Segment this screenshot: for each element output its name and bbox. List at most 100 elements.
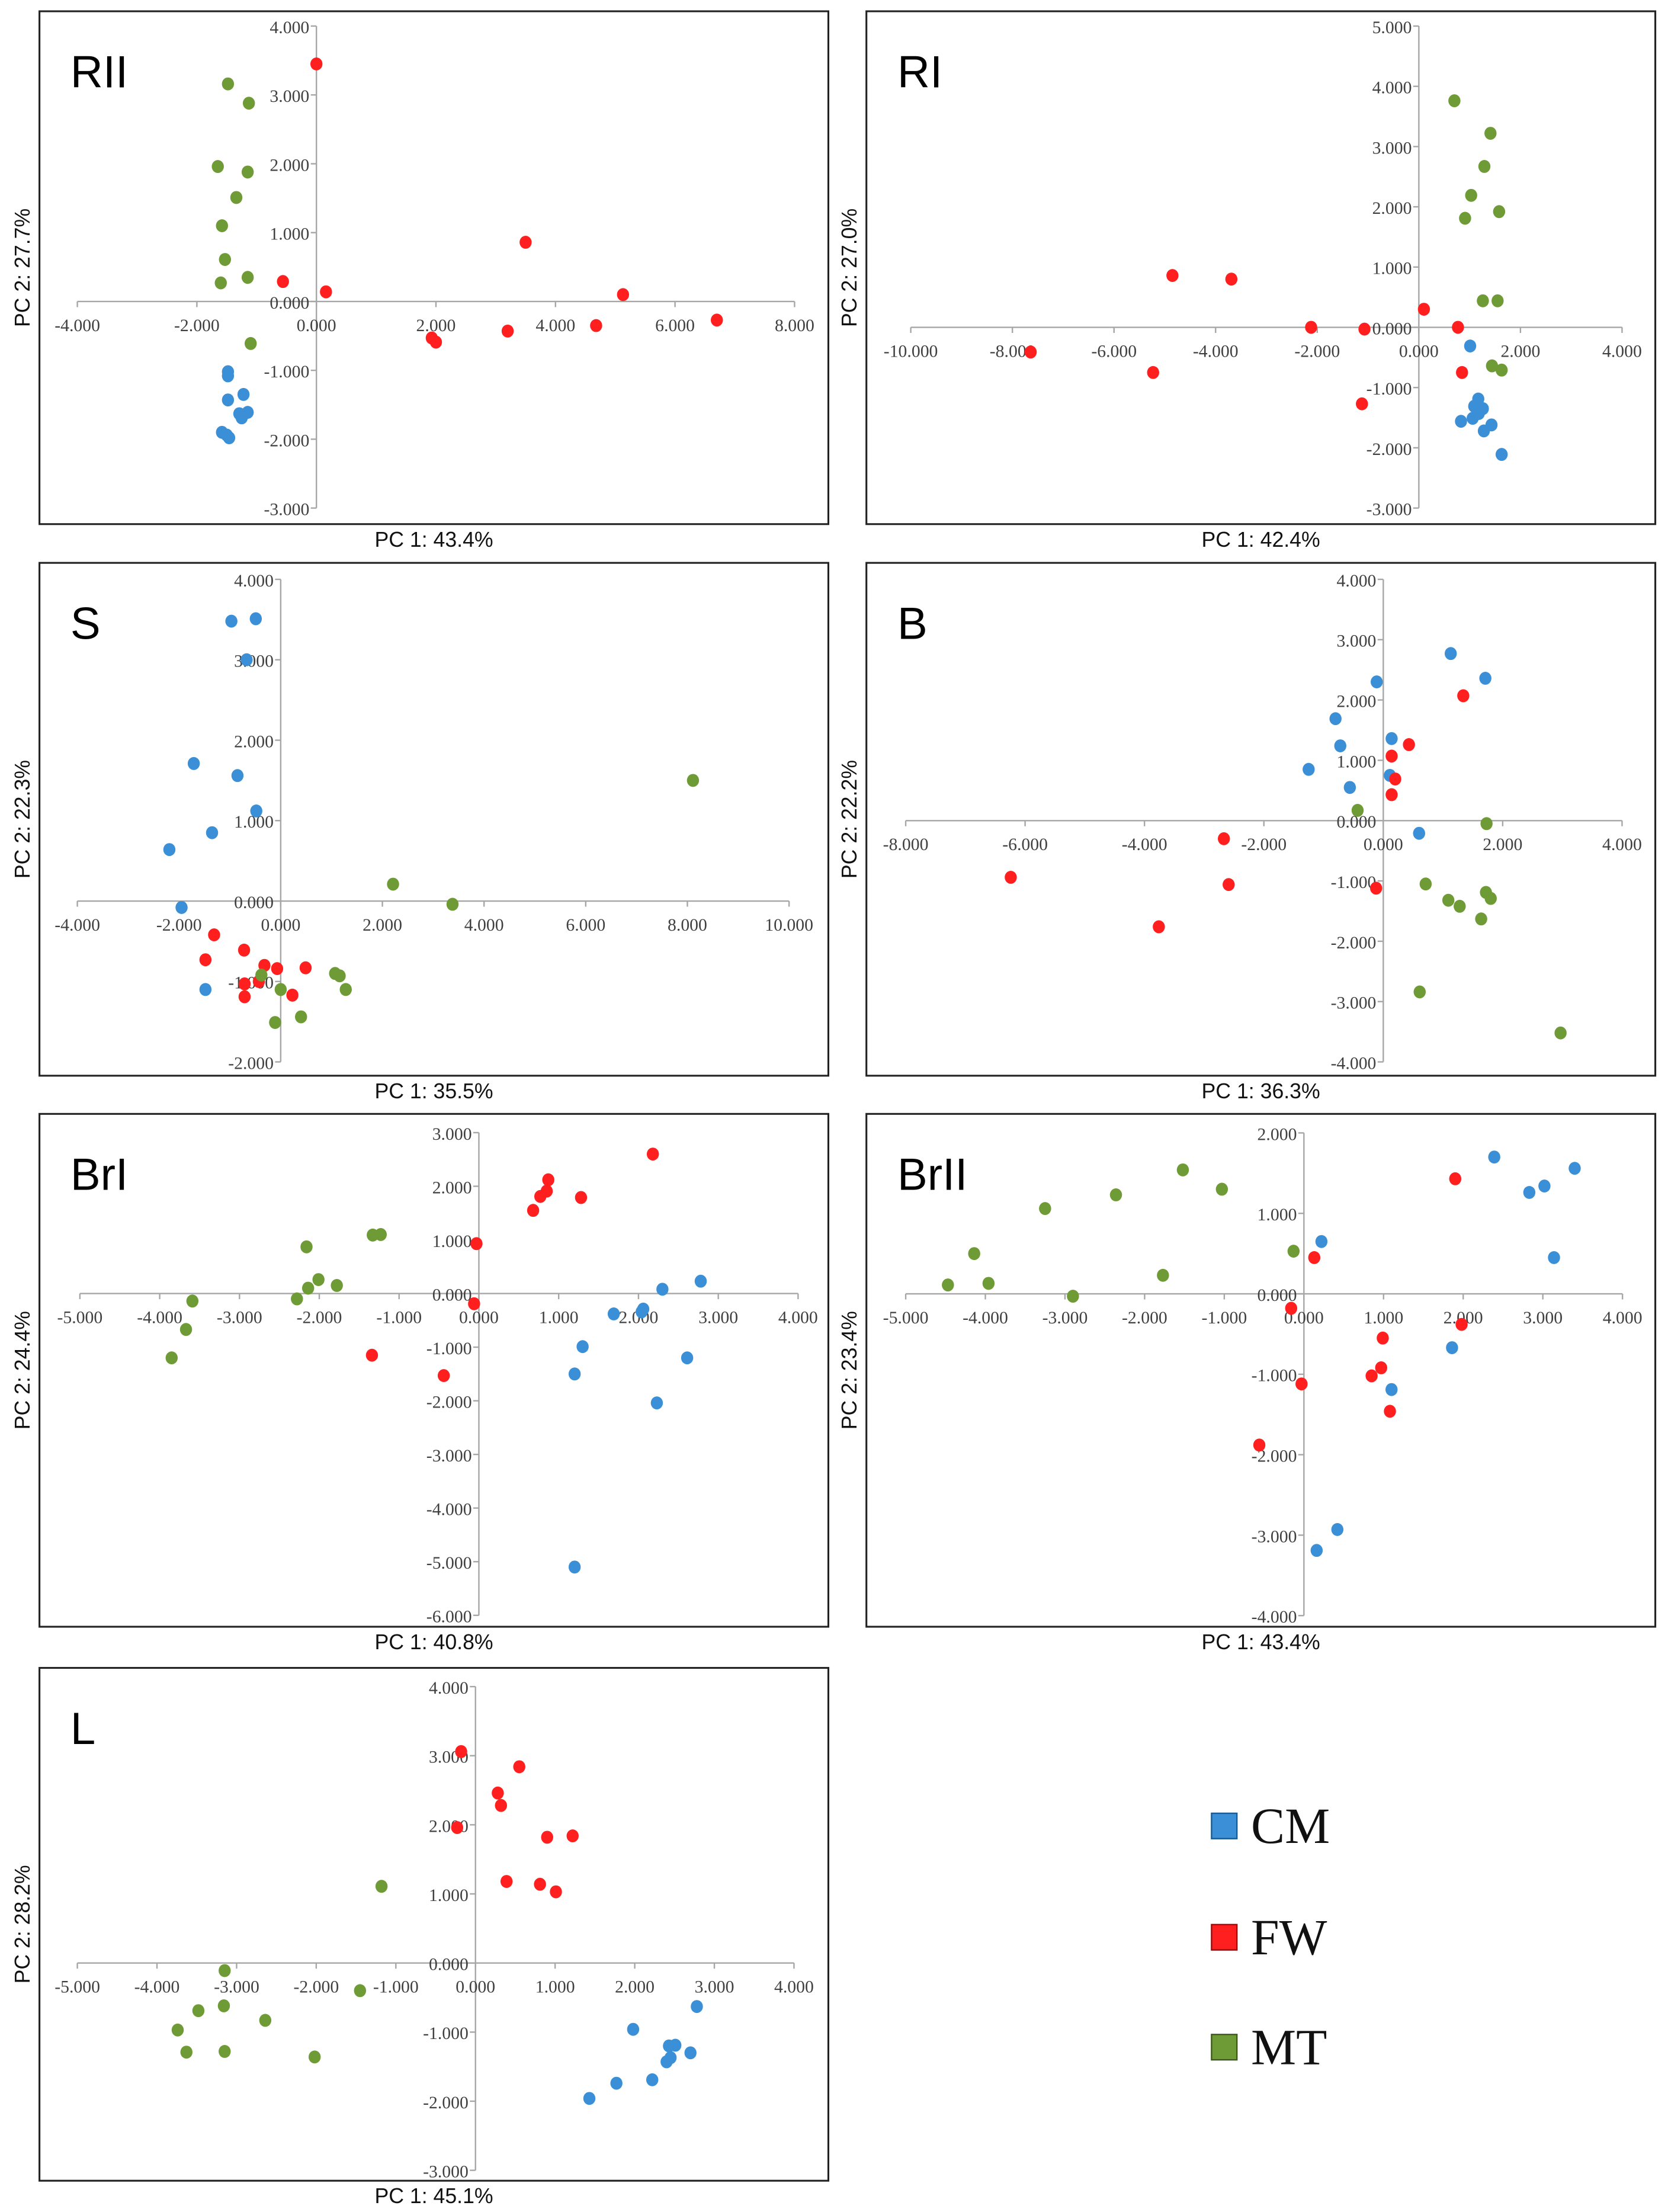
point-fw [1456, 366, 1468, 379]
point-mt [1067, 1290, 1079, 1303]
x-axis-label: PC 1: 40.8% [374, 1630, 493, 1654]
point-mt [1157, 1268, 1169, 1282]
y-tick-label: -2.000 [1367, 440, 1412, 459]
panel-title: RII [70, 47, 128, 97]
point-mt [375, 1880, 388, 1893]
y-tick-label: 4.000 [1372, 79, 1412, 98]
y-tick-label: -3.000 [426, 1447, 472, 1466]
point-mt [216, 219, 228, 233]
point-fw [566, 1829, 579, 1842]
point-cm [1548, 1251, 1560, 1264]
point-cm [235, 411, 248, 425]
point-fw [1223, 878, 1235, 892]
panel-frame [865, 10, 1657, 525]
x-tick-label: 4.000 [1602, 835, 1642, 854]
point-mt [1176, 1163, 1189, 1176]
x-tick-label: 4.000 [774, 1978, 814, 1997]
x-tick-label: 3.000 [1523, 1309, 1563, 1328]
y-tick-label: -1.000 [423, 2024, 469, 2043]
point-cm [1315, 1235, 1328, 1248]
x-tick-label: -1.000 [1201, 1309, 1247, 1328]
x-tick-label: 8.000 [668, 916, 707, 935]
point-cm [206, 826, 219, 839]
point-mt [259, 2014, 272, 2027]
x-tick-label: 2.000 [615, 1978, 655, 1997]
series-cm [163, 612, 262, 996]
point-cm [175, 900, 188, 914]
x-tick-label: -4.000 [54, 316, 100, 335]
point-cm [1488, 1150, 1500, 1164]
series-cm [1303, 647, 1491, 840]
legend: CM FW MT [1211, 1798, 1330, 2075]
legend-label-cm: CM [1251, 1798, 1330, 1854]
point-fw [1452, 320, 1464, 334]
point-cm [646, 2073, 659, 2086]
point-fw [277, 275, 289, 288]
y-tick-label: 4.000 [429, 1679, 469, 1698]
panel-ri: -10.000 -8.000 -6.000 -4.000 -2.000 0.000 2.00… [838, 10, 1657, 552]
x-tick-label: -4.000 [54, 916, 100, 935]
point-mt [1484, 892, 1497, 905]
point-fw [1384, 1405, 1396, 1418]
y-tick-label: 2.000 [1258, 1125, 1297, 1144]
point-fw [1389, 772, 1401, 786]
y-tick-label: -1.000 [1367, 380, 1412, 399]
point-fw [1253, 1438, 1266, 1452]
point-cm [1371, 675, 1383, 689]
x-tick-label: 1.000 [539, 1309, 579, 1328]
point-fw [590, 319, 602, 332]
y-tick-label: 0.000 [429, 1955, 469, 1974]
point-mt [179, 1323, 193, 1336]
point-mt [211, 160, 224, 174]
point-cm [163, 843, 176, 857]
point-cm [199, 983, 212, 996]
y-axis-label: PC 2: 22.3% [11, 760, 34, 879]
point-cm [1310, 1544, 1323, 1557]
point-mt [171, 2023, 184, 2037]
point-fw [534, 1190, 547, 1203]
point-fw [1295, 1377, 1308, 1391]
x-tick-label: -2.000 [293, 1978, 339, 1997]
x-tick-label: 4.000 [535, 316, 575, 335]
y-tick-label: 5.000 [1372, 18, 1412, 37]
series-cm [583, 2000, 703, 2105]
point-mt [186, 1294, 199, 1308]
y-tick-label: -3.000 [423, 2162, 469, 2181]
x-tick-label: -5.000 [57, 1309, 102, 1328]
x-tick-label: 10.000 [765, 916, 813, 935]
point-fw [1385, 788, 1398, 802]
point-fw [320, 285, 332, 299]
point-fw [1153, 920, 1165, 934]
point-mt [1465, 188, 1477, 202]
x-axis-label: PC 1: 35.5% [374, 1079, 493, 1103]
y-axis-label: PC 2: 23.4% [838, 1311, 861, 1429]
point-mt [1459, 211, 1471, 225]
panels: -4.000 -2.000 0.000 2.000 4.000 6.000 8.000 -3.… [11, 10, 1657, 2208]
x-tick-label: -4.000 [1193, 342, 1239, 361]
point-fw [541, 1830, 553, 1844]
point-fw [470, 1237, 483, 1251]
point-mt [1109, 1188, 1122, 1201]
y-tick-label: -3.000 [264, 501, 310, 520]
series-cm [568, 1274, 707, 1574]
x-tick-label: 1.000 [535, 1978, 575, 1997]
x-tick-label: 6.000 [655, 316, 695, 335]
y-tick-label: 2.000 [432, 1178, 472, 1197]
point-cm [222, 369, 235, 383]
point-mt [1448, 94, 1461, 108]
point-mt [1215, 1182, 1228, 1196]
point-mt [446, 897, 459, 911]
x-tick-label: -1.000 [376, 1309, 422, 1328]
y-axis-label: PC 2: 22.2% [838, 760, 861, 879]
point-fw [1375, 1361, 1387, 1374]
series-mt [171, 1880, 388, 2064]
point-fw [1218, 832, 1230, 845]
x-tick-label: -2.000 [156, 916, 202, 935]
y-tick-label: 3.000 [432, 1125, 472, 1144]
panel-s: -4.000 -2.000 0.000 2.000 4.000 6.000 8.000 10.… [11, 562, 830, 1103]
point-mt [374, 1228, 387, 1241]
x-tick-label: 4.000 [1603, 1309, 1643, 1328]
point-fw [1024, 345, 1037, 359]
y-tick-label: -4.000 [426, 1501, 472, 1519]
